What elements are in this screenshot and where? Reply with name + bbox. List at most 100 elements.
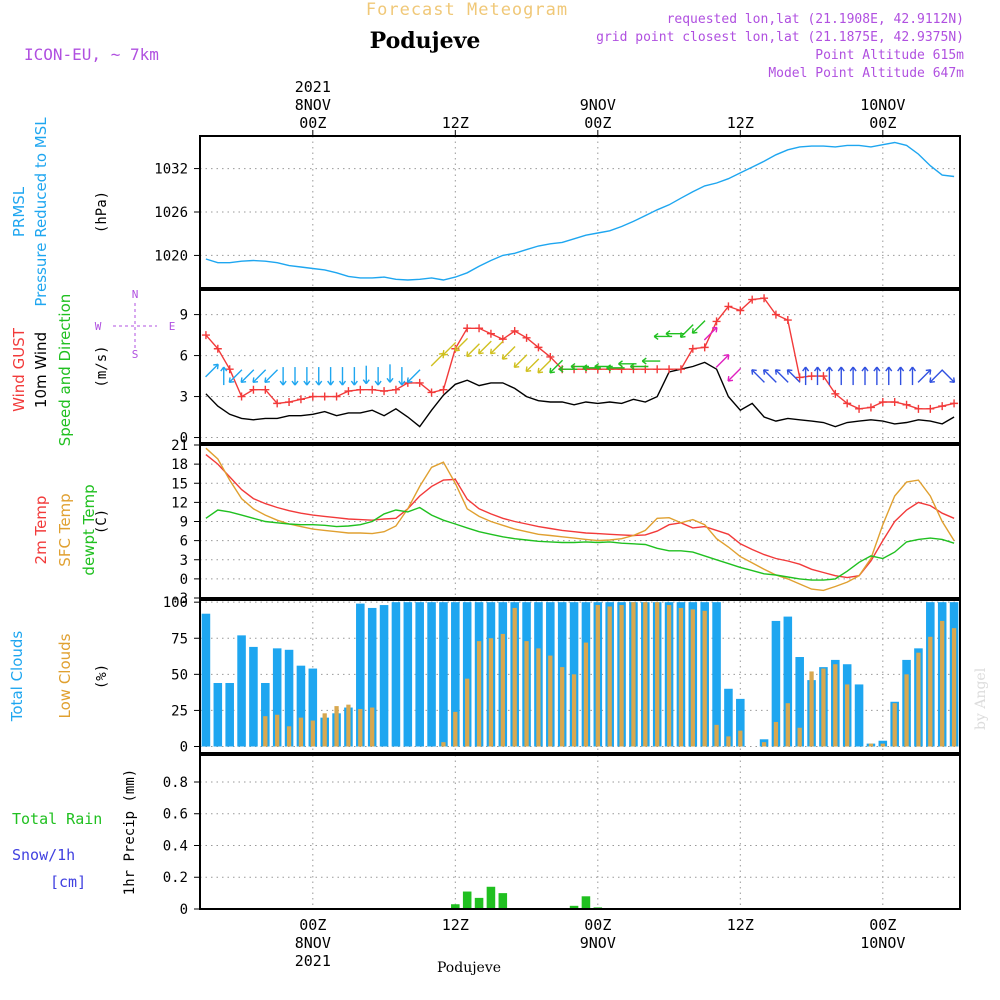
y-axis-label: (C)	[94, 509, 110, 534]
bottom-date-label: 8NOV	[295, 934, 331, 952]
panel-frame	[199, 599, 961, 754]
wind-arrow-head	[549, 367, 555, 374]
panel-frame	[199, 135, 961, 289]
total-cloud-bar	[712, 602, 721, 747]
pressure-series-line-0	[205, 141, 955, 281]
gust-marker	[213, 344, 222, 353]
rain-bar	[569, 905, 579, 909]
wind-arrow	[680, 324, 694, 338]
low-cloud-bar	[726, 736, 731, 747]
wind-arrow	[454, 337, 469, 352]
total-cloud-bar	[225, 682, 234, 747]
gust-marker	[712, 317, 721, 326]
low-cloud-bar	[512, 607, 517, 747]
low-cloud-bar	[453, 711, 458, 747]
low-cloud-bar	[286, 726, 292, 747]
side-label: 2m Temp	[32, 496, 50, 565]
bottom-date-label: 9NOV	[580, 934, 616, 952]
total-cloud-bar	[201, 613, 211, 747]
low-cloud-bar	[809, 671, 814, 747]
y-tick-label: 18	[171, 457, 188, 473]
low-cloud-bar	[488, 638, 494, 747]
low-cloud-bar	[845, 684, 850, 747]
wind-arrow-head	[885, 366, 893, 372]
top-date-label: 8NOV	[295, 96, 331, 114]
total-cloud-bar	[415, 602, 424, 747]
total-cloud-bar	[451, 602, 460, 747]
temperature-series-line-0	[205, 454, 955, 579]
total-cloud-bar	[249, 646, 258, 747]
gust-marker	[391, 385, 400, 394]
low-cloud-bar	[583, 642, 589, 747]
wind-arrow	[763, 369, 777, 383]
y-tick-label: 6	[180, 349, 188, 365]
rain-bar	[451, 904, 460, 909]
wind-series-line-1	[205, 361, 955, 428]
wind-arrow-head	[291, 380, 299, 386]
wind-arrow	[490, 340, 504, 355]
low-cloud-bar	[310, 720, 315, 747]
gust-marker	[320, 392, 329, 401]
side-label: SFC Temp	[56, 493, 74, 566]
side-label: 10m Wind	[32, 332, 50, 408]
point-altitude: Point Altitude 615m	[815, 48, 964, 63]
wind-arrow	[228, 369, 243, 383]
low-cloud-bar	[666, 605, 672, 747]
side-label: Pressure Reduced to MSL	[32, 117, 50, 307]
total-cloud-bar	[771, 620, 781, 747]
panel-frame	[199, 444, 961, 599]
gust-marker	[736, 306, 745, 315]
total-cloud-bar	[736, 698, 745, 747]
location-title: Podujeve	[370, 28, 481, 54]
y-tick-label: 25	[171, 703, 188, 719]
gust-marker	[855, 404, 864, 413]
wind-arrow	[252, 369, 267, 383]
bottom-tick-label: 12Z	[727, 916, 754, 934]
temperature-series-line-2	[205, 506, 955, 581]
total-cloud-bar	[237, 635, 246, 747]
wind-arrow	[775, 369, 789, 383]
wind-arrow-head	[513, 362, 520, 369]
low-cloud-bar	[904, 674, 909, 747]
low-cloud-bar	[607, 606, 612, 747]
bottom-tick-label: 12Z	[442, 916, 469, 934]
gust-marker	[950, 399, 959, 408]
wind-arrow-head	[213, 363, 219, 370]
wind-arrow-head	[338, 380, 347, 386]
wind-arrow-head	[240, 377, 247, 384]
wind-arrow	[525, 358, 540, 372]
total-cloud-bar	[439, 602, 448, 747]
total-cloud-bar	[795, 657, 804, 747]
y-tick-label: 1032	[154, 162, 188, 178]
wind-arrow-head	[802, 366, 810, 372]
wind-arrow	[917, 369, 932, 383]
wind-arrow-head	[723, 354, 730, 360]
compass-south: S	[132, 348, 139, 361]
low-cloud-bar	[524, 641, 529, 747]
wind-arrow	[691, 320, 706, 334]
wind-arrow-head	[837, 366, 845, 372]
wind-arrow-head	[279, 380, 287, 386]
y-tick-label: 15	[171, 476, 188, 492]
gust-marker	[795, 373, 804, 382]
side-label: PRMSL	[10, 186, 28, 237]
wind-arrow	[715, 354, 730, 368]
total-cloud-bar	[261, 682, 270, 747]
gust-marker	[914, 404, 923, 413]
gust-marker	[308, 392, 317, 401]
gust-marker	[771, 310, 780, 319]
low-cloud-bar	[868, 743, 874, 747]
low-cloud-bar	[500, 633, 505, 747]
wind-arrow-head	[679, 332, 686, 338]
gust-marker	[926, 404, 935, 413]
wind-arrow	[727, 367, 742, 382]
total-cloud-bar	[427, 602, 436, 747]
total-cloud-bar	[284, 649, 294, 747]
y-tick-label: 100	[163, 595, 188, 611]
wind-arrow-head	[327, 380, 335, 386]
y-axis-label: (%)	[94, 664, 110, 689]
temperature-series-line-1	[205, 447, 955, 592]
gust-marker	[676, 365, 685, 374]
gust-marker	[831, 389, 840, 398]
y-tick-label: 0	[180, 740, 188, 756]
